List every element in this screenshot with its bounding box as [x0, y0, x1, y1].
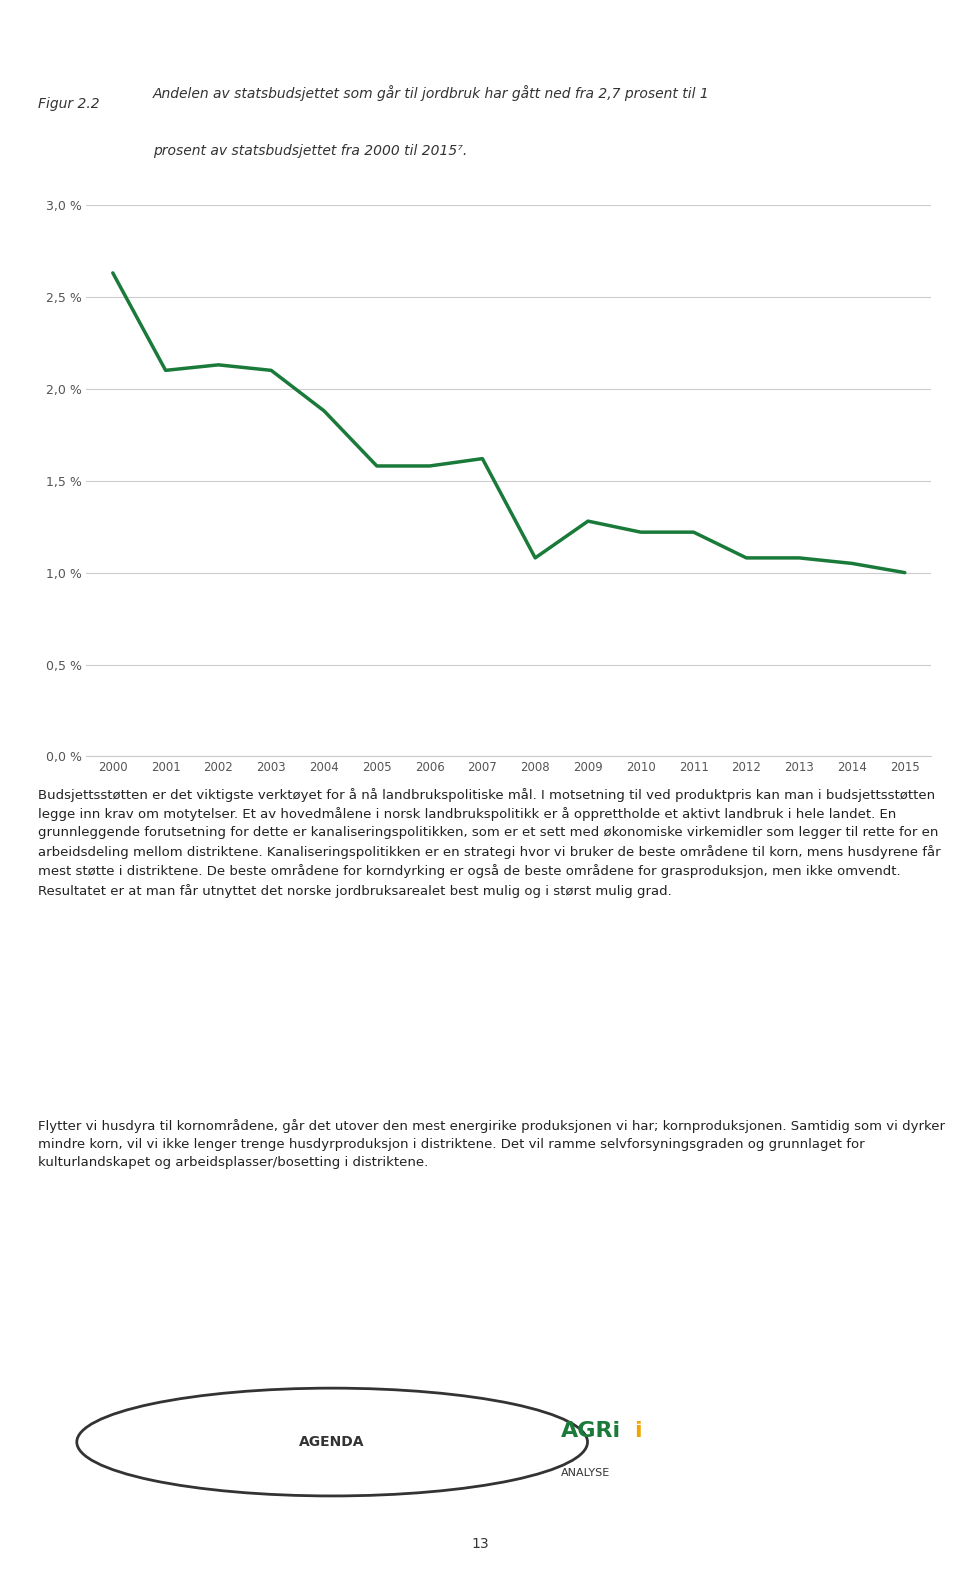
- Text: PERSPEKTIVNOTAT: PERSPEKTIVNOTAT: [21, 36, 154, 50]
- Text: Budsjettsstøtten er det viktigste verktøyet for å nå landbrukspolitiske mål. I m: Budsjettsstøtten er det viktigste verktø…: [38, 788, 941, 898]
- Text: Flytter vi husdyra til kornområdene, går det utover den mest energirike produksj: Flytter vi husdyra til kornområdene, går…: [38, 1119, 946, 1169]
- Text: prosent av statsbudsjettet fra 2000 til 2015⁷.: prosent av statsbudsjettet fra 2000 til …: [154, 143, 468, 158]
- Text: 13: 13: [471, 1538, 489, 1551]
- Circle shape: [77, 1388, 588, 1496]
- Text: Andelen av statsbudsjettet som går til jordbruk har gått ned fra 2,7 prosent til: Andelen av statsbudsjettet som går til j…: [154, 85, 710, 101]
- Text: i: i: [635, 1420, 642, 1440]
- Text: AGENDA: AGENDA: [300, 1436, 365, 1448]
- Text: Figur 2.2: Figur 2.2: [38, 96, 100, 110]
- Text: ANALYSE: ANALYSE: [561, 1469, 610, 1478]
- Text: AGRi: AGRi: [561, 1420, 621, 1440]
